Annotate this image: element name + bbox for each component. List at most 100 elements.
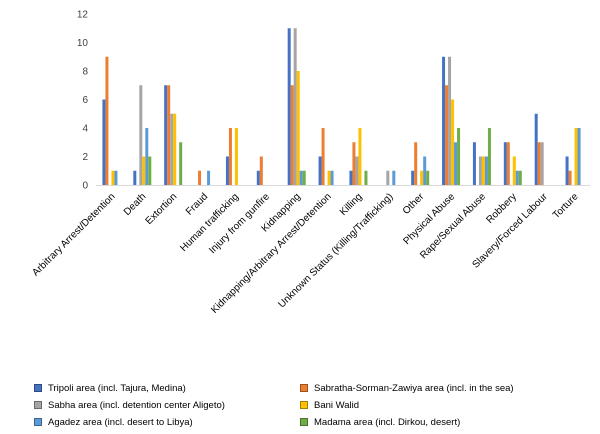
category-label: Torture [551,191,581,221]
category-label: Other [401,191,427,217]
y-tick-label: 4 [82,124,88,135]
bar [145,128,149,185]
legend-label: Agadez area (incl. desert to Libya) [48,416,193,428]
bar [170,113,174,185]
bar [318,156,322,185]
bar [327,170,331,185]
bar [349,170,353,185]
bar [139,85,143,185]
bar [568,170,572,185]
legend-swatch [34,401,42,409]
bar [290,85,294,185]
legend-swatch [300,401,308,409]
legend-item: Madama area (incl. Dirkou, desert) [300,415,566,429]
y-tick-label: 0 [82,181,88,192]
legend-label: Tripoli area (incl. Tajura, Medina) [48,382,186,394]
bar-chart: 0 2 4 6 8 10 12 Arbitrary Arrest/Detention Deat… [30,10,590,316]
legend-label: Madama area (incl. Dirkou, desert) [314,416,461,428]
bar [506,142,510,185]
category-labels: Arbitrary Arrest/Detention DeathExtortion… [30,191,581,316]
y-axis: 0 2 4 6 8 10 12 [77,10,590,192]
bar [484,156,488,185]
bar [105,56,109,185]
bar [352,142,356,185]
bar [114,170,118,185]
bar [414,142,418,185]
bar [142,156,146,185]
bar [577,128,581,185]
category-label: Extortion [144,191,180,227]
bar [472,142,476,185]
bar [148,156,152,185]
bar [111,170,115,185]
bar [386,170,390,185]
bar [293,28,297,185]
bar [321,128,325,185]
legend-item: Tripoli area (incl. Tajura, Medina) [34,381,300,395]
bar [503,142,507,185]
category-label: Arbitrary Arrest/Detention [30,191,117,278]
bar [287,28,291,185]
bar [225,156,229,185]
bar [207,170,211,185]
bar [423,156,427,185]
category-label: Unknown Status (Killing/Trafficking) [276,191,395,310]
legend-label: Sabratha-Sorman-Zawiya area (incl. in th… [314,382,514,394]
bar [358,128,362,185]
bar [259,156,263,185]
bar [420,170,424,185]
bar [355,156,359,185]
legend-item: Bani Walid [300,398,566,412]
bar [296,71,300,185]
bar [164,85,168,185]
bar [364,170,368,185]
bar [512,156,516,185]
bar [442,56,446,185]
bar [515,170,519,185]
bar [102,99,106,185]
bar [574,128,578,185]
category-label: Fraud [184,191,210,217]
legend-swatch [300,384,308,392]
legend-item: Sabratha-Sorman-Zawiya area (incl. in th… [300,381,566,395]
legend-swatch [34,384,42,392]
bar [133,170,137,185]
legend-swatch [300,418,308,426]
category-label: Death [122,191,149,218]
bar [426,170,430,185]
bar [454,142,458,185]
bar [478,156,482,185]
legend: Tripoli area (incl. Tajura, Medina) Sabra… [34,381,594,429]
bar [565,156,569,185]
bar [302,170,306,185]
bar [518,170,522,185]
bar [537,142,541,185]
bar [234,128,238,185]
bar [256,170,260,185]
bar [167,85,171,185]
bar [487,128,491,185]
bar [173,113,177,185]
y-tick-label: 2 [82,152,88,163]
bar [299,170,303,185]
legend-label: Sabha area (incl. detention center Alige… [48,399,225,411]
y-tick-label: 8 [82,67,88,78]
bar [445,85,449,185]
y-tick-label: 6 [82,95,88,106]
bar [198,170,202,185]
category-label: Killing [338,191,365,218]
legend-item: Agadez area (incl. desert to Libya) [34,415,300,429]
bar [451,99,455,185]
bar [411,170,415,185]
legend-swatch [34,418,42,426]
legend-item: Sabha area (incl. detention center Alige… [34,398,300,412]
bar [179,142,183,185]
legend-label: Bani Walid [314,399,360,411]
bar [534,113,538,185]
bar [457,128,461,185]
y-tick-label: 12 [77,10,89,21]
bar [392,170,396,185]
bar [228,128,232,185]
bar [540,142,544,185]
